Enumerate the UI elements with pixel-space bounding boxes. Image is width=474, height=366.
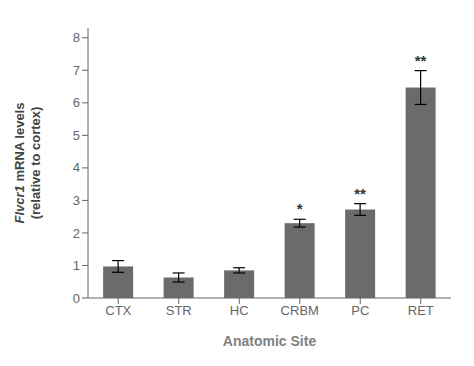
svg-text:HC: HC: [230, 303, 249, 318]
svg-text:5: 5: [73, 128, 80, 143]
svg-text:PC: PC: [351, 303, 369, 318]
svg-text:2: 2: [73, 226, 80, 241]
svg-text:8: 8: [73, 30, 80, 45]
svg-text:1: 1: [73, 258, 80, 273]
svg-text:**: **: [415, 52, 427, 69]
svg-text:*: *: [297, 200, 303, 217]
svg-text:7: 7: [73, 63, 80, 78]
svg-text:STR: STR: [166, 303, 192, 318]
svg-text:Flvcr1 mRNA levels(relative to: Flvcr1 mRNA levels(relative to cortex): [12, 103, 43, 224]
svg-text:3: 3: [73, 193, 80, 208]
svg-text:CTX: CTX: [105, 303, 131, 318]
svg-text:4: 4: [73, 160, 80, 175]
svg-text:Anatomic Site: Anatomic Site: [223, 333, 317, 349]
svg-text:**: **: [354, 185, 366, 202]
svg-text:CRBM: CRBM: [281, 303, 319, 318]
svg-text:6: 6: [73, 95, 80, 110]
svg-text:RET: RET: [408, 303, 434, 318]
svg-text:0: 0: [73, 291, 80, 306]
